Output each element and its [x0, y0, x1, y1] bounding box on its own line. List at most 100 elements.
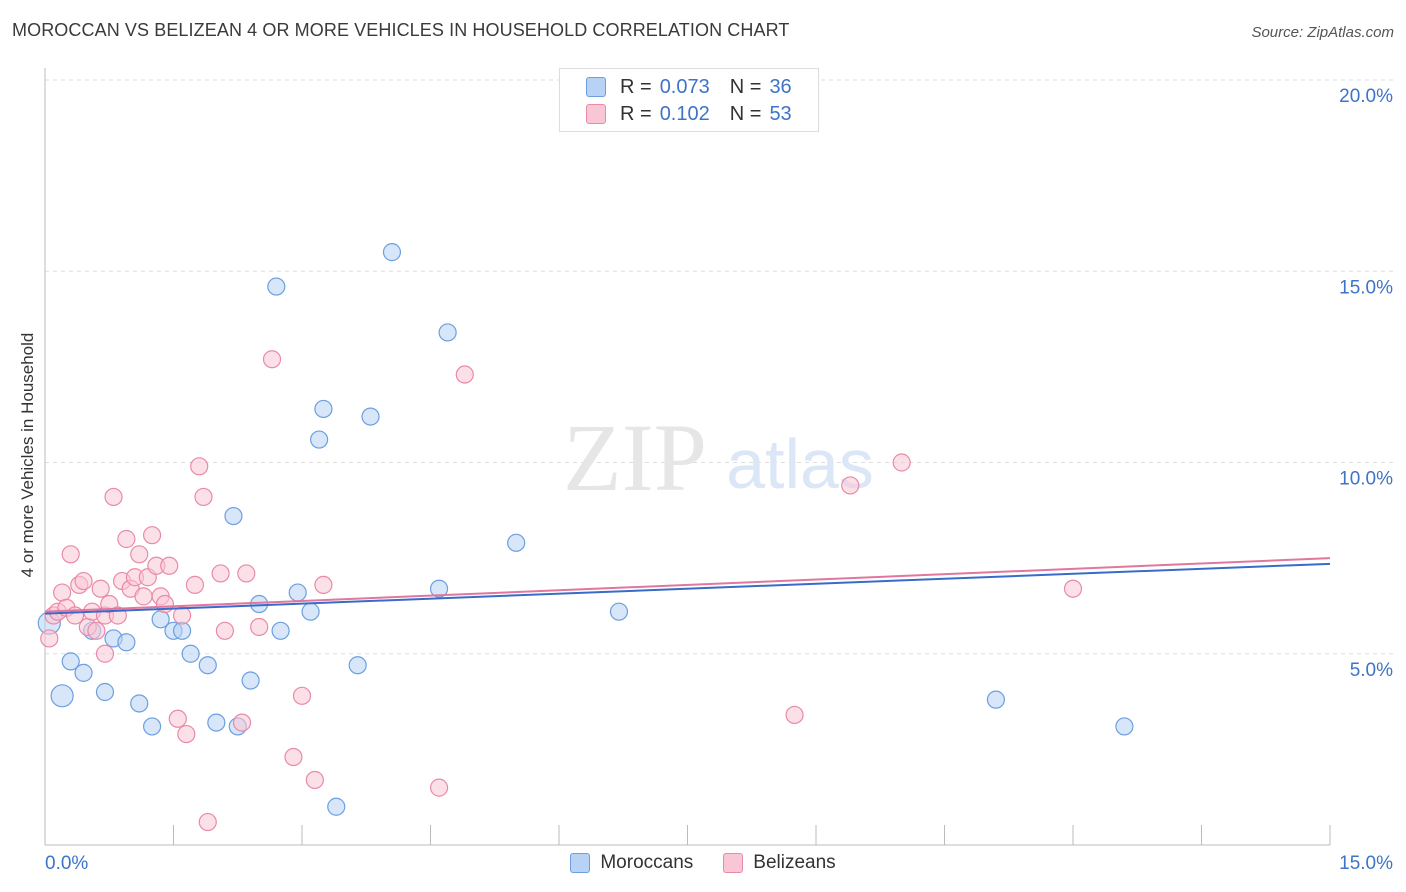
- x-tick-label: 0.0%: [45, 853, 88, 874]
- legend-row-belizeans: R = 0.102 N = 53: [586, 102, 792, 126]
- moroccan-point: [288, 583, 307, 602]
- belizean-point: [211, 564, 230, 583]
- moroccan-point: [986, 690, 1006, 709]
- moroccan-point: [327, 797, 346, 816]
- moroccan-point: [429, 579, 449, 598]
- moroccans-legend-swatch: [570, 853, 591, 873]
- belizean-point: [314, 575, 333, 595]
- belizeans-legend-swatch: [723, 853, 744, 873]
- belizean-point: [185, 575, 205, 595]
- legend-n-value: 53: [769, 102, 792, 125]
- moroccan-point: [348, 656, 367, 675]
- correlation-legend: R = 0.073 N = 36 R = 0.102 N = 53: [559, 68, 819, 132]
- belizean-point: [194, 487, 213, 507]
- y-tick-label: 20.0%: [1339, 86, 1393, 107]
- legend-label-moroccans: Moroccans: [600, 852, 694, 873]
- moroccan-point: [207, 713, 226, 732]
- moroccan-point: [1115, 717, 1134, 736]
- belizean-point: [1063, 579, 1083, 598]
- belizean-point: [177, 724, 196, 744]
- belizean-point: [104, 487, 123, 507]
- belizean-point: [892, 453, 911, 472]
- moroccan-point: [198, 656, 217, 675]
- moroccan-point: [117, 633, 136, 652]
- moroccan-point: [61, 652, 80, 671]
- belizean-point: [305, 770, 324, 790]
- y-tick-label: 15.0%: [1339, 277, 1393, 298]
- moroccan-point: [301, 602, 320, 621]
- source-label: Source: ZipAtlas.com: [1251, 24, 1394, 41]
- moroccan-point: [50, 684, 74, 708]
- legend-n-value: 36: [769, 75, 792, 98]
- belizean-point: [160, 556, 179, 575]
- belizean-point: [95, 644, 115, 663]
- belizean-point: [74, 571, 93, 591]
- legend-label-belizeans: Belizeans: [753, 852, 836, 873]
- belizean-point: [292, 686, 312, 705]
- y-tick-label: 5.0%: [1350, 660, 1393, 681]
- x-tick-label: 15.0%: [1339, 853, 1393, 874]
- series-legend: Moroccans Belizeans: [0, 852, 1406, 874]
- belizean-point: [455, 365, 474, 384]
- legend-r-value: 0.073: [659, 75, 710, 98]
- moroccan-point: [241, 671, 260, 690]
- legend-n-label: N =: [729, 75, 762, 98]
- data-points: [37, 243, 1134, 832]
- belizean-point: [232, 713, 252, 732]
- moroccans-swatch: [586, 77, 606, 97]
- belizean-point: [237, 564, 256, 583]
- tick-labels: 5.0% 10.0% 15.0% 20.0% 0.0% 15.0%: [45, 86, 1393, 874]
- belizean-point: [841, 476, 860, 495]
- belizean-point: [130, 545, 149, 564]
- watermark-zip: ZIP: [563, 404, 707, 511]
- belizean-point: [134, 587, 153, 606]
- moroccan-point: [250, 594, 269, 614]
- belizean-point: [172, 606, 192, 625]
- legend-r-label: R =: [620, 102, 652, 125]
- moroccan-point: [142, 717, 162, 736]
- moroccan-point: [181, 644, 200, 663]
- belizean-point: [117, 529, 136, 549]
- axes: [44, 68, 1331, 846]
- belizean-point: [250, 617, 269, 637]
- legend-r-value: 0.102: [659, 102, 710, 125]
- moroccan-point: [507, 533, 526, 552]
- belizean-point: [142, 526, 162, 545]
- belizean-point: [785, 705, 804, 725]
- belizean-point: [215, 621, 234, 640]
- chart-title: MOROCCAN VS BELIZEAN 4 OR MORE VEHICLES …: [12, 20, 790, 40]
- belizean-point: [91, 579, 110, 598]
- trend-lines: [44, 557, 1331, 615]
- belizean-point: [168, 709, 187, 728]
- belizean-point: [40, 629, 59, 648]
- moroccan-point: [271, 621, 290, 640]
- legend-row-moroccans: R = 0.073 N = 36: [586, 75, 792, 99]
- belizean-point: [198, 812, 217, 832]
- moroccan-point: [267, 277, 286, 296]
- legend-item-moroccans[interactable]: Moroccans: [570, 852, 693, 874]
- belizean-point: [53, 583, 72, 602]
- moroccan-point: [74, 663, 93, 682]
- belizean-point: [262, 350, 282, 369]
- legend-item-belizeans[interactable]: Belizeans: [723, 852, 836, 874]
- belizean-point: [61, 545, 80, 564]
- belizeans-swatch: [586, 104, 606, 124]
- y-tick-label: 10.0%: [1339, 469, 1393, 490]
- moroccan-point: [314, 399, 333, 419]
- belizean-point: [429, 778, 449, 797]
- legend-n-label: N =: [729, 102, 762, 125]
- moroccan-point: [224, 506, 243, 526]
- moroccan-point: [130, 694, 149, 713]
- moroccan-point: [609, 602, 629, 621]
- moroccan-point: [172, 621, 192, 640]
- moroccan-point: [361, 407, 380, 426]
- moroccan-point: [382, 243, 402, 262]
- moroccan-trend-line: [44, 562, 1331, 615]
- belizean-trend-line: [44, 557, 1331, 613]
- belizean-point: [87, 621, 106, 640]
- moroccan-point: [438, 323, 457, 342]
- moroccan-point: [310, 430, 329, 449]
- belizean-point: [284, 747, 303, 767]
- belizean-point: [190, 457, 209, 476]
